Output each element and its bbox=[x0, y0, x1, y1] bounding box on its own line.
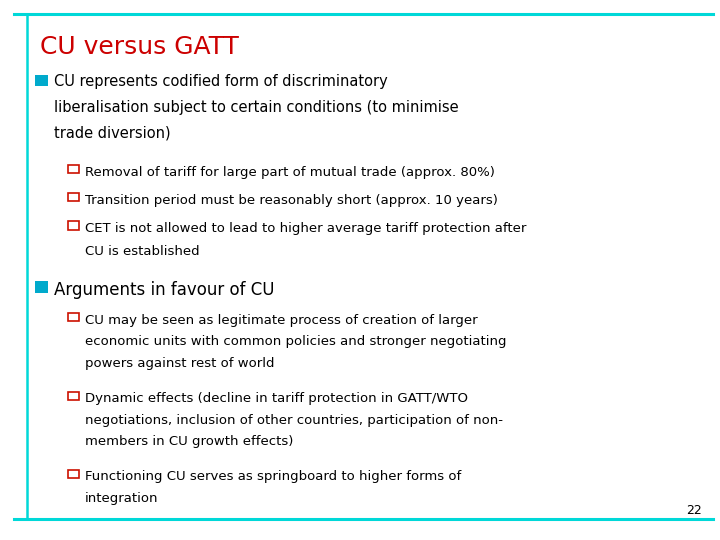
Text: 22: 22 bbox=[686, 504, 702, 517]
Text: members in CU growth effects): members in CU growth effects) bbox=[85, 435, 293, 448]
Text: CU versus GATT: CU versus GATT bbox=[40, 35, 238, 59]
Text: Functioning CU serves as springboard to higher forms of: Functioning CU serves as springboard to … bbox=[85, 470, 462, 483]
Bar bbox=[35, 75, 48, 86]
Bar bbox=[68, 221, 79, 229]
Text: integration: integration bbox=[85, 492, 158, 505]
Text: Dynamic effects (decline in tariff protection in GATT/WTO: Dynamic effects (decline in tariff prote… bbox=[85, 392, 468, 405]
Text: CET is not allowed to lead to higher average tariff protection after: CET is not allowed to lead to higher ave… bbox=[85, 222, 526, 235]
Text: negotiations, inclusion of other countries, participation of non-: negotiations, inclusion of other countri… bbox=[85, 414, 503, 427]
Bar bbox=[68, 165, 79, 173]
Text: liberalisation subject to certain conditions (to minimise: liberalisation subject to certain condit… bbox=[54, 100, 459, 115]
Bar bbox=[68, 313, 79, 321]
Text: CU represents codified form of discriminatory: CU represents codified form of discrimin… bbox=[54, 74, 388, 89]
Bar bbox=[35, 281, 48, 293]
Text: Transition period must be reasonably short (approx. 10 years): Transition period must be reasonably sho… bbox=[85, 194, 498, 207]
Text: Arguments in favour of CU: Arguments in favour of CU bbox=[54, 281, 274, 299]
Text: economic units with common policies and stronger negotiating: economic units with common policies and … bbox=[85, 335, 506, 348]
Text: CU may be seen as legitimate process of creation of larger: CU may be seen as legitimate process of … bbox=[85, 314, 477, 327]
Text: CU is established: CU is established bbox=[85, 245, 199, 258]
Text: Removal of tariff for large part of mutual trade (approx. 80%): Removal of tariff for large part of mutu… bbox=[85, 166, 495, 179]
Bar bbox=[68, 470, 79, 478]
Text: powers against rest of world: powers against rest of world bbox=[85, 357, 274, 370]
Bar bbox=[68, 392, 79, 400]
Bar bbox=[68, 193, 79, 201]
Text: trade diversion): trade diversion) bbox=[54, 126, 171, 141]
